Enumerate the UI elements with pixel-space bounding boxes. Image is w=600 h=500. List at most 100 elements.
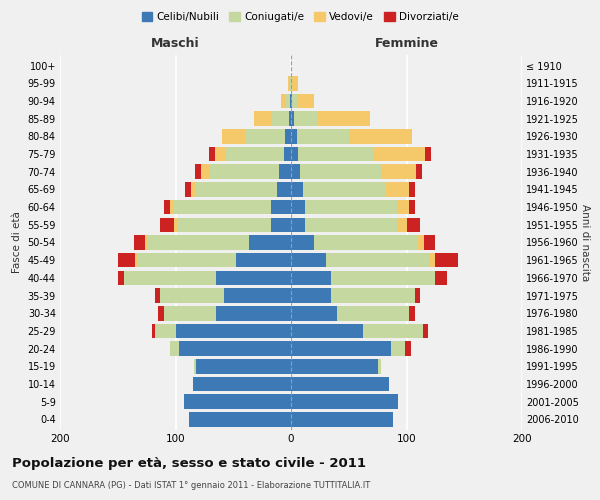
Text: Femmine: Femmine bbox=[374, 36, 439, 50]
Bar bbox=[422, 324, 428, 338]
Bar bbox=[137, 253, 236, 268]
Bar bbox=[292, 94, 297, 108]
Bar bbox=[164, 306, 216, 320]
Bar bbox=[194, 359, 196, 374]
Bar bbox=[160, 288, 224, 303]
Bar bbox=[391, 342, 406, 356]
Bar bbox=[170, 200, 173, 214]
Bar bbox=[236, 253, 291, 268]
Bar bbox=[285, 129, 291, 144]
Bar bbox=[291, 218, 305, 232]
Bar bbox=[148, 235, 250, 250]
Bar bbox=[201, 164, 210, 179]
Bar bbox=[164, 200, 170, 214]
Bar bbox=[271, 112, 289, 126]
Y-axis label: Fasce di età: Fasce di età bbox=[12, 212, 22, 274]
Bar bbox=[289, 112, 291, 126]
Legend: Celibi/Nubili, Coniugati/e, Vedovi/e, Divorziati/e: Celibi/Nubili, Coniugati/e, Vedovi/e, Di… bbox=[137, 8, 463, 26]
Bar bbox=[381, 164, 416, 179]
Bar bbox=[377, 359, 381, 374]
Bar bbox=[290, 94, 291, 108]
Bar bbox=[176, 324, 291, 338]
Bar bbox=[297, 129, 349, 144]
Bar bbox=[305, 200, 397, 214]
Bar bbox=[176, 218, 271, 232]
Bar bbox=[277, 182, 291, 196]
Bar bbox=[291, 270, 331, 285]
Bar bbox=[216, 270, 291, 285]
Bar bbox=[195, 164, 201, 179]
Bar bbox=[409, 182, 415, 196]
Bar bbox=[184, 394, 291, 409]
Y-axis label: Anni di nascita: Anni di nascita bbox=[580, 204, 590, 281]
Bar bbox=[160, 218, 175, 232]
Bar bbox=[291, 288, 331, 303]
Bar bbox=[436, 253, 458, 268]
Bar bbox=[291, 200, 305, 214]
Bar bbox=[135, 253, 137, 268]
Bar bbox=[209, 147, 215, 162]
Bar bbox=[362, 324, 422, 338]
Bar bbox=[291, 359, 377, 374]
Bar bbox=[145, 235, 148, 250]
Bar bbox=[286, 94, 290, 108]
Bar bbox=[216, 306, 291, 320]
Bar bbox=[302, 182, 386, 196]
Bar bbox=[291, 253, 326, 268]
Bar bbox=[287, 76, 290, 90]
Bar bbox=[155, 324, 176, 338]
Bar bbox=[118, 253, 135, 268]
Bar bbox=[250, 235, 291, 250]
Bar bbox=[173, 200, 271, 214]
Bar bbox=[291, 377, 389, 392]
Bar bbox=[284, 147, 291, 162]
Bar bbox=[124, 270, 216, 285]
Bar bbox=[430, 253, 436, 268]
Bar bbox=[407, 218, 421, 232]
Bar bbox=[196, 182, 277, 196]
Bar bbox=[175, 218, 176, 232]
Bar bbox=[305, 218, 397, 232]
Bar bbox=[331, 270, 436, 285]
Bar bbox=[196, 359, 291, 374]
Bar bbox=[397, 200, 409, 214]
Bar bbox=[409, 306, 415, 320]
Bar bbox=[416, 164, 422, 179]
Bar bbox=[415, 288, 421, 303]
Bar bbox=[193, 377, 291, 392]
Bar bbox=[271, 200, 291, 214]
Bar bbox=[281, 94, 286, 108]
Bar bbox=[271, 218, 291, 232]
Bar bbox=[291, 412, 392, 426]
Bar bbox=[152, 324, 155, 338]
Text: Maschi: Maschi bbox=[151, 36, 200, 50]
Bar bbox=[297, 94, 314, 108]
Bar bbox=[424, 235, 436, 250]
Bar bbox=[292, 76, 298, 90]
Bar bbox=[290, 76, 291, 90]
Bar bbox=[170, 342, 179, 356]
Text: Popolazione per età, sesso e stato civile - 2011: Popolazione per età, sesso e stato civil… bbox=[12, 458, 366, 470]
Bar bbox=[436, 270, 447, 285]
Bar bbox=[373, 147, 425, 162]
Bar bbox=[254, 112, 271, 126]
Bar bbox=[291, 342, 391, 356]
Bar bbox=[245, 129, 285, 144]
Bar bbox=[191, 182, 196, 196]
Bar bbox=[134, 235, 145, 250]
Bar bbox=[185, 182, 191, 196]
Bar bbox=[418, 235, 424, 250]
Bar bbox=[291, 94, 292, 108]
Bar bbox=[215, 147, 226, 162]
Bar bbox=[386, 182, 409, 196]
Bar bbox=[291, 129, 297, 144]
Bar bbox=[222, 129, 245, 144]
Bar bbox=[291, 182, 302, 196]
Bar bbox=[210, 164, 280, 179]
Bar bbox=[331, 288, 415, 303]
Bar bbox=[295, 112, 317, 126]
Bar bbox=[425, 147, 431, 162]
Bar bbox=[179, 342, 291, 356]
Bar bbox=[280, 164, 291, 179]
Bar bbox=[317, 112, 370, 126]
